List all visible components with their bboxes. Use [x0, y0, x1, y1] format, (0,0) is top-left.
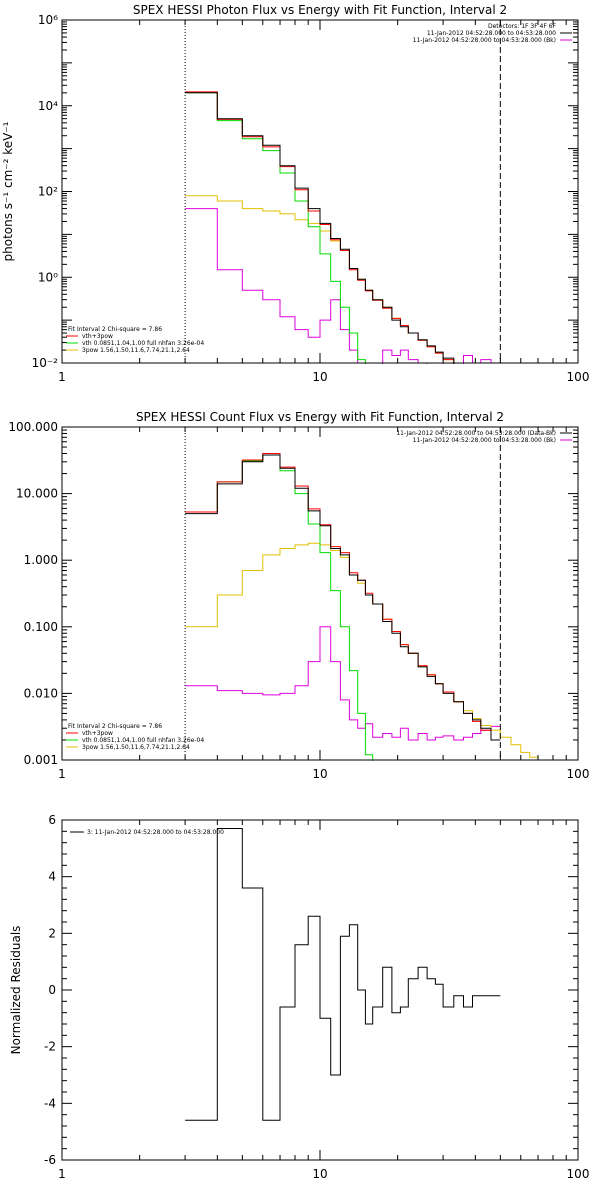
legend-bottom-entry: vth 0.0851,1.04,1.00 full nhfan 3.26e-04	[82, 340, 204, 347]
x-tick-label: 1	[58, 767, 66, 781]
y-tick-label: 10²	[38, 185, 58, 199]
y-tick-label: 10⁻²	[32, 356, 59, 370]
legend-top-entry: 11-Jan-2012 04:52:28.000 to 04:53:28.000…	[396, 430, 556, 437]
series-bk	[185, 626, 501, 741]
y-tick-label: 10⁶	[38, 13, 58, 27]
x-tick-label: 10	[312, 767, 327, 781]
y-tick-label: 1.000	[24, 553, 58, 567]
y-tick-label: -6	[44, 1153, 56, 1167]
y-tick-label: 0.001	[24, 753, 58, 767]
y-axis-label: photons s⁻¹ cm⁻² keV⁻¹	[1, 121, 15, 261]
y-tick-label: -2	[44, 1040, 56, 1054]
panel-1: SPEX HESSI Photon Flux vs Energy with Fi…	[1, 3, 589, 384]
series-bk	[185, 208, 501, 364]
panel-2: SPEX HESSI Count Flux vs Energy with Fit…	[8, 410, 589, 781]
y-tick-label: 10⁰	[38, 270, 58, 284]
y-tick-label: 100.000	[8, 420, 58, 434]
series-vth-3pow	[185, 91, 455, 364]
y-tick-label: 10.000	[16, 487, 58, 501]
x-tick-label: 1	[58, 370, 66, 384]
series-3pow	[185, 195, 455, 364]
legend-bottom-entry: Fit Interval 2 Chi-square = 7.86	[68, 723, 162, 730]
y-tick-label: -4	[44, 1096, 56, 1110]
x-tick-label: 100	[567, 767, 590, 781]
series-vth	[185, 454, 374, 761]
y-tick-label: 0	[48, 983, 56, 997]
legend-bottom-entry: vth 0.0851,1.04,1.00 full nhfan 3.26e-04	[82, 737, 204, 744]
series-vth-3pow	[185, 453, 501, 741]
legend-top-entry: Detectors: 1F 3F 4F 6F	[488, 23, 557, 30]
legend-entry: 3: 11-Jan-2012 04:52:28.000 to 04:53:28.…	[87, 829, 224, 836]
y-axis-label: Normalized Residuals	[9, 926, 23, 1055]
x-tick-label: 100	[567, 370, 590, 384]
x-tick-label: 1	[58, 1167, 66, 1181]
chart-title: SPEX HESSI Count Flux vs Energy with Fit…	[136, 410, 504, 424]
y-tick-label: 0.010	[24, 686, 58, 700]
legend-bottom-entry: 3pow 1.56,1.50,11.6,7.74,21.1,2.64	[82, 347, 190, 354]
y-tick-label: 2	[48, 926, 56, 940]
x-tick-label: 100	[567, 1167, 590, 1181]
series-data-bk	[185, 454, 501, 741]
legend-top-entry: 11-Jan-2012 04:52:28.000 to 04:53:28.000…	[413, 37, 556, 44]
y-tick-label: 6	[48, 813, 56, 827]
x-tick-label: 10	[312, 370, 327, 384]
y-tick-label: 4	[48, 870, 56, 884]
series-3-11-jan-2012-04-52-28-000-to-04-53-28-000	[185, 828, 501, 1121]
legend-bottom-entry: vth+3pow	[82, 730, 113, 737]
legend-bottom-entry: vth+3pow	[82, 333, 113, 340]
legend-bottom-entry: Fit Interval 2 Chi-square = 7.86	[68, 326, 162, 333]
series-data	[185, 92, 455, 364]
legend-bottom-entry: 3pow 1.56,1.50,11.6,7.74,21.1,2.64	[82, 744, 190, 751]
chart-title: SPEX HESSI Photon Flux vs Energy with Fi…	[133, 3, 507, 17]
panel-3: 1 10 100 -6 -4 -2 0 2 4 6 Normalized Residuals 3: 1…	[9, 813, 589, 1181]
y-tick-label: 0.100	[24, 620, 58, 634]
legend-top-entry: 11-Jan-2012 04:52:28.000 to 04:53:28.000…	[413, 437, 556, 444]
series-vth	[185, 92, 366, 364]
y-tick-label: 10⁴	[38, 99, 58, 113]
legend-top-entry: 11-Jan-2012 04:52:28.000 to 04:53:28.000	[427, 30, 556, 37]
x-tick-label: 10	[312, 1167, 327, 1181]
